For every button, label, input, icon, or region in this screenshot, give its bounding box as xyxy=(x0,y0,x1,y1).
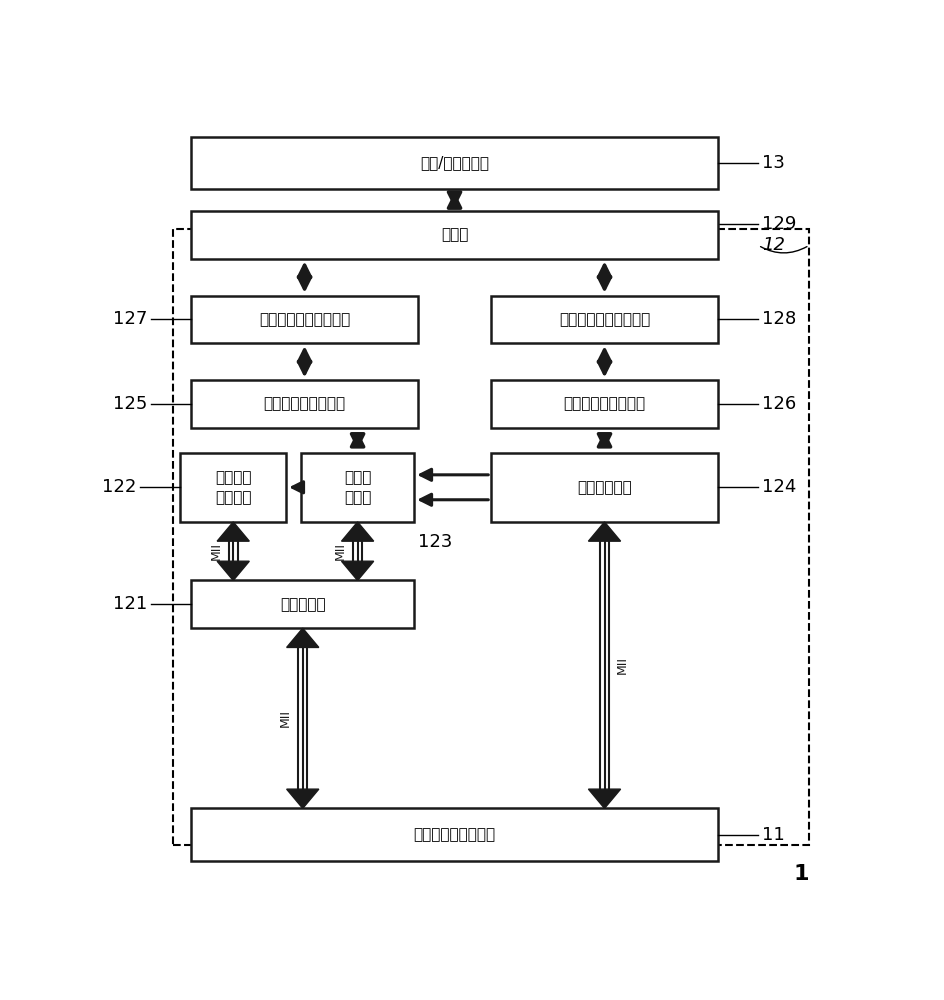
Bar xyxy=(191,137,718,189)
Text: MII: MII xyxy=(615,656,629,674)
Bar xyxy=(491,453,718,522)
Text: 13: 13 xyxy=(762,154,784,172)
Text: 接收直接存储器存取器: 接收直接存储器存取器 xyxy=(559,312,650,327)
Polygon shape xyxy=(588,789,620,808)
Text: 传送处
理单元: 传送处 理单元 xyxy=(344,470,371,505)
Bar xyxy=(191,296,418,343)
Bar xyxy=(180,453,286,522)
Text: 反压信号
传送单元: 反压信号 传送单元 xyxy=(215,470,251,505)
Text: 传送先进先出寄存器: 传送先进先出寄存器 xyxy=(263,397,346,412)
Polygon shape xyxy=(588,522,620,541)
Text: 接收先进先出寄存器: 接收先进先出寄存器 xyxy=(564,397,646,412)
Text: MII: MII xyxy=(278,709,292,727)
Bar xyxy=(491,296,718,343)
Polygon shape xyxy=(287,789,319,808)
Polygon shape xyxy=(342,561,374,580)
Polygon shape xyxy=(342,522,374,541)
Text: 126: 126 xyxy=(762,395,796,413)
Text: 12: 12 xyxy=(762,236,784,254)
Text: 1: 1 xyxy=(794,864,809,884)
Bar xyxy=(191,580,414,628)
Text: 传送直接存储器存取器: 传送直接存储器存取器 xyxy=(259,312,350,327)
Text: MII: MII xyxy=(333,542,346,560)
Bar xyxy=(191,808,718,861)
Text: 123: 123 xyxy=(418,533,452,551)
Text: 121: 121 xyxy=(113,595,147,613)
Bar xyxy=(491,380,718,428)
Text: 128: 128 xyxy=(762,310,796,328)
Text: 122: 122 xyxy=(102,478,136,496)
Text: 127: 127 xyxy=(113,310,147,328)
Text: 以太网络物理层电路: 以太网络物理层电路 xyxy=(413,827,496,842)
Text: 129: 129 xyxy=(762,215,796,233)
Text: 接收处理单元: 接收处理单元 xyxy=(577,480,632,495)
Bar xyxy=(191,380,418,428)
Text: 传送多工器: 传送多工器 xyxy=(280,597,326,612)
Text: 11: 11 xyxy=(762,826,784,844)
Text: 125: 125 xyxy=(113,395,147,413)
Bar xyxy=(173,229,809,845)
Polygon shape xyxy=(287,628,319,647)
Text: 仲裁器: 仲裁器 xyxy=(441,227,468,242)
Polygon shape xyxy=(217,522,249,541)
Bar xyxy=(191,211,718,259)
Text: MII: MII xyxy=(210,542,222,560)
Text: 传送/接收缓冲器: 传送/接收缓冲器 xyxy=(420,156,489,171)
Text: 124: 124 xyxy=(762,478,796,496)
Polygon shape xyxy=(217,561,249,580)
Bar xyxy=(301,453,414,522)
